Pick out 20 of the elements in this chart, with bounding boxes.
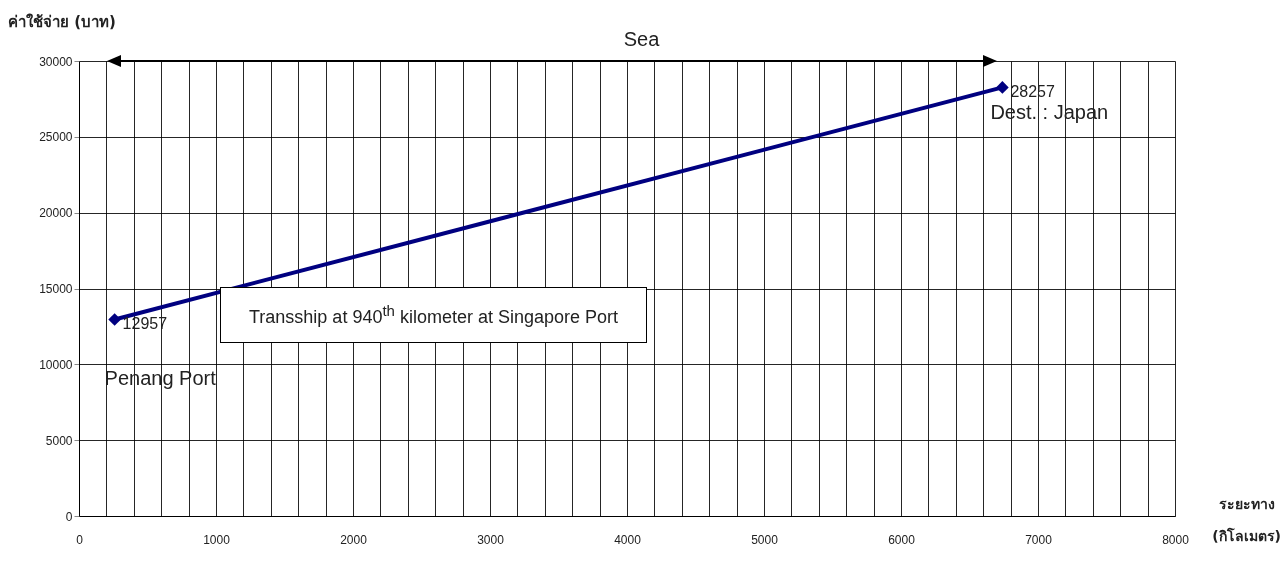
x-tick-label: 3000 (477, 532, 505, 547)
y-tick-label: 20000 (39, 206, 73, 221)
text-box: Transship at 940$^{th}$ kilometer at Singapore Port (220, 287, 648, 343)
x-tick-label: 7000 (1025, 532, 1053, 547)
x-tick-label: 6000 (888, 532, 916, 547)
text: Sea (623, 28, 660, 50)
y-tick-label: 5000 (45, 433, 73, 448)
x-tick-label: 2000 (340, 532, 368, 547)
x-tick-label: 1000 (203, 532, 231, 547)
y-tick-label: 10000 (39, 357, 73, 372)
y-tick-label: 0 (65, 509, 73, 524)
x-tick-label: 5000 (751, 532, 779, 547)
y-tick-label: 15000 (39, 282, 73, 296)
x-axis-title: ระยะทาง (กิโลเมตร) (1212, 495, 1281, 546)
x-tick-label: 8000 (1162, 532, 1190, 547)
y-tick-label: 25000 (39, 130, 73, 145)
x-tick-label: 4000 (614, 532, 642, 547)
y-axis-title: ค่าใช้จ่าย (บาท) (8, 12, 116, 33)
x-tick-label: 0 (76, 532, 84, 547)
y-tick-label: 30000 (39, 54, 73, 69)
